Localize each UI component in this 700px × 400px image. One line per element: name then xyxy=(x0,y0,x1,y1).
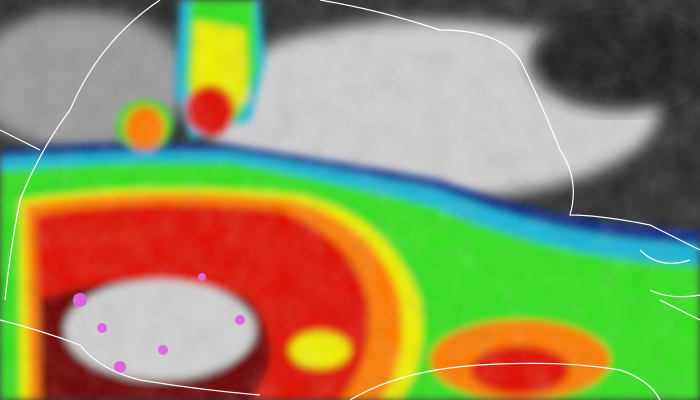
border-south-east xyxy=(349,362,661,400)
coastline-east xyxy=(639,249,700,321)
border-south xyxy=(0,319,261,396)
border-northwest xyxy=(0,129,41,151)
border-west xyxy=(4,0,161,301)
border-state-north xyxy=(319,0,700,251)
